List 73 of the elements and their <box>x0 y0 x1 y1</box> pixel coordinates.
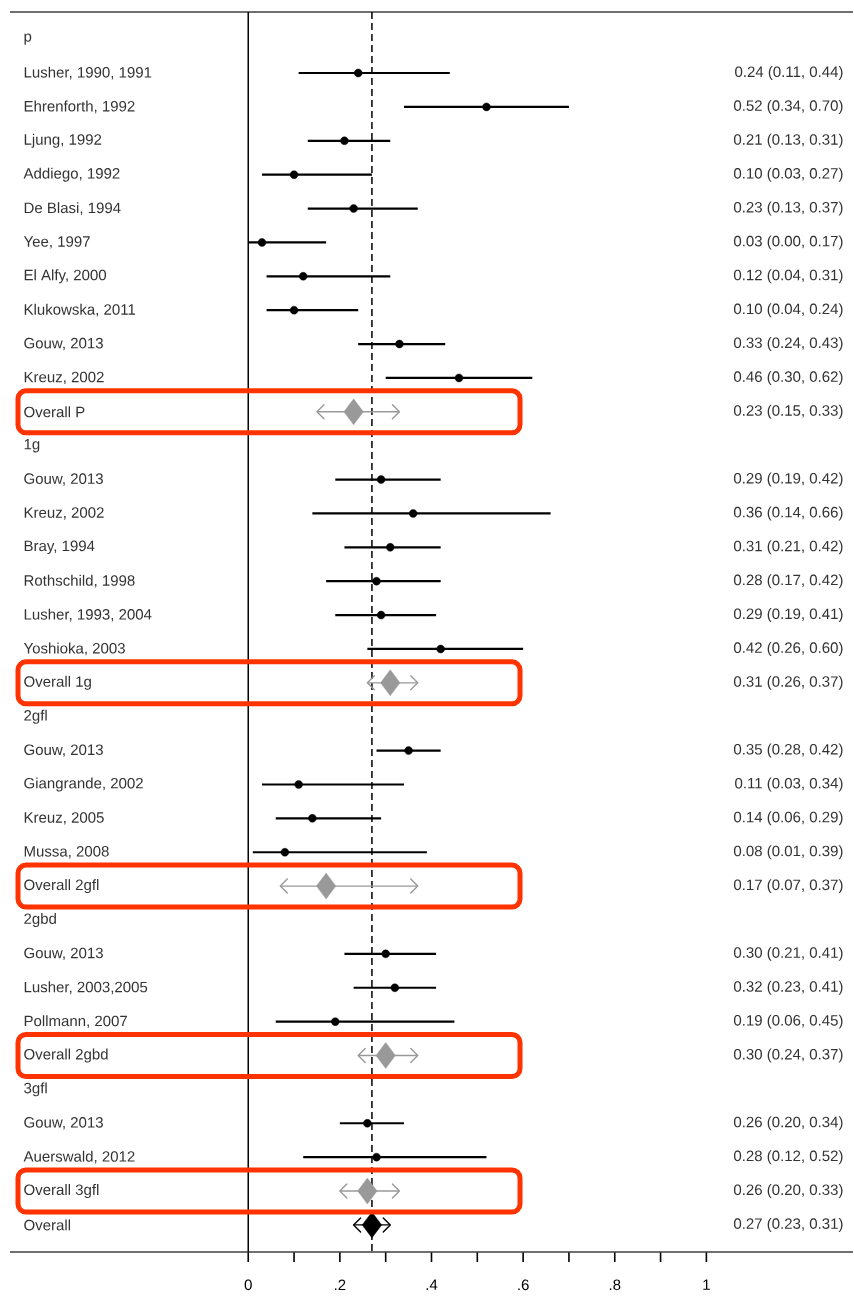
annotation: 0.21 (0.13, 0.31) <box>733 133 843 148</box>
annotation: 0.19 (0.06, 0.45) <box>733 1014 843 1029</box>
annotation: 0.12 (0.04, 0.31) <box>733 269 843 284</box>
y-tick-label: Mussa, 2008 <box>24 846 109 859</box>
annotation: 0.31 (0.21, 0.42) <box>733 540 843 555</box>
annotation: 0.17 (0.07, 0.37) <box>733 879 843 894</box>
annotation: 0.31 (0.26, 0.37) <box>733 675 843 690</box>
y-tick-label: Overall <box>24 1219 71 1231</box>
y-tick-label: Yee, 1997 <box>23 236 90 249</box>
y-tick-label: Ljung, 1992 <box>24 133 102 148</box>
y-tick-label: Gouw, 2013 <box>24 473 103 486</box>
annotation: 0.26 (0.20, 0.34) <box>733 1116 843 1131</box>
annotation: 0.28 (0.12, 0.52) <box>733 1150 843 1165</box>
annotation: 0.52 (0.34, 0.70) <box>733 99 843 114</box>
y-tick-label: Overall 1g <box>24 675 91 690</box>
annotation: 0.36 (0.14, 0.66) <box>733 506 843 521</box>
y-tick-label: De Blasi, 1994 <box>24 202 121 215</box>
annotation: 0.27 (0.23, 0.31) <box>733 1217 843 1232</box>
y-tick-label: Addiego, 1992 <box>23 167 120 182</box>
y-tick-label: 3gfl <box>24 1082 47 1097</box>
annotation: 0.23 (0.15, 0.33) <box>733 404 843 419</box>
annotation: 0.30 (0.21, 0.41) <box>733 946 843 961</box>
annotation: 0.23 (0.13, 0.37) <box>733 201 843 216</box>
annotation: 0.03 (0.00, 0.17) <box>733 235 843 250</box>
y-tick-label: Lusher, 1990, 1991 <box>24 66 152 80</box>
y-tick-label: Klukowska, 2011 <box>24 303 136 317</box>
annotation: 0.29 (0.19, 0.42) <box>733 472 843 487</box>
y-tick-label: Yoshioka, 2003 <box>23 642 125 656</box>
y-tick-label: Rothschild, 1998 <box>24 574 135 588</box>
annotation: 0.35 (0.28, 0.42) <box>733 743 843 758</box>
annotation: 0.24 (0.11, 0.44) <box>735 66 843 81</box>
y-tick-label: Lusher, 2003,2005 <box>24 981 148 995</box>
annotation: 0.29 (0.19, 0.41) <box>733 608 843 623</box>
x-tick-label: .6 <box>518 1279 529 1291</box>
y-tick-label: Overall 2gbd <box>24 1048 108 1063</box>
y-tick-label: Kreuz, 2002 <box>24 507 104 520</box>
y-tick-label: Gouw, 2013 <box>24 1117 103 1130</box>
annotation: 0.10 (0.04, 0.24) <box>733 303 843 318</box>
x-tick-label: 0 <box>244 1279 252 1291</box>
annotation: 0.08 (0.01, 0.39) <box>733 845 843 860</box>
annotation: 0.42 (0.26, 0.60) <box>733 641 843 656</box>
y-tick-label: Overall 3gfl <box>24 1184 99 1199</box>
y-tick-label: Auerswald, 2012 <box>23 1150 135 1164</box>
x-tick-label: .8 <box>609 1279 621 1291</box>
y-tick-label: Overall P <box>24 406 85 418</box>
y-tick-label: Gouw, 2013 <box>24 947 103 961</box>
x-tick-label: .4 <box>426 1279 438 1290</box>
y-tick-label: Kreuz, 2005 <box>24 812 104 825</box>
x-tick-label: .2 <box>334 1279 346 1291</box>
annotation: 0.33 (0.24, 0.43) <box>733 337 843 352</box>
y-tick-label: 1g <box>24 438 40 453</box>
y-tick-label: Kreuz, 2002 <box>24 371 104 385</box>
y-tick-label: Ehrenforth, 1992 <box>24 100 135 114</box>
y-tick-label: El Alfy, 2000 <box>24 269 107 284</box>
y-tick-label: Bray, 1994 <box>24 540 95 555</box>
y-tick-label: Pollmann, 2007 <box>24 1015 127 1029</box>
y-tick-label: Giangrande, 2002 <box>24 777 143 792</box>
annotation: 0.28 (0.17, 0.42) <box>733 574 843 589</box>
y-tick-label: 2gbd <box>24 913 56 927</box>
y-tick-label: Overall 2gfl <box>24 879 99 894</box>
y-tick-label: p <box>24 33 32 45</box>
annotation: 0.14 (0.06, 0.29) <box>733 811 843 826</box>
annotation: 0.46 (0.30, 0.62) <box>733 370 843 385</box>
annotation: 0.32 (0.23, 0.41) <box>733 980 843 995</box>
annotation: 0.30 (0.24, 0.37) <box>733 1048 843 1063</box>
x-tick-label: 1 <box>703 1279 710 1290</box>
annotation: 0.11 (0.03, 0.34) <box>735 777 843 792</box>
annotation: 0.26 (0.20, 0.33) <box>733 1184 843 1199</box>
y-tick-label: Gouw, 2013 <box>24 744 103 757</box>
y-tick-label: Gouw, 2013 <box>24 337 103 351</box>
y-tick-label: Lusher, 1993, 2004 <box>24 608 152 622</box>
annotation: 0.10 (0.03, 0.27) <box>733 167 843 182</box>
y-tick-label: 2gfl <box>24 709 47 724</box>
